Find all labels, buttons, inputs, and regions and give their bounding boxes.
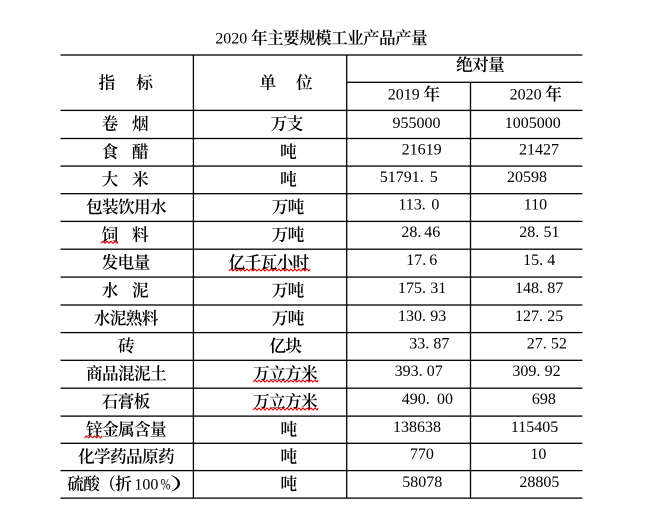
svg-text:0: 0: [431, 197, 439, 214]
svg-text:1005000: 1005000: [505, 115, 561, 132]
svg-text:127.: 127.: [515, 308, 543, 325]
svg-text:87: 87: [433, 335, 449, 352]
svg-text:51791.: 51791.: [380, 169, 424, 186]
svg-text:28.: 28.: [401, 224, 421, 241]
svg-text:2020: 2020: [510, 87, 542, 104]
svg-text:175.: 175.: [398, 280, 426, 297]
svg-text:6: 6: [429, 252, 437, 269]
svg-text:130.: 130.: [398, 308, 426, 325]
svg-text:58078: 58078: [402, 474, 442, 491]
svg-text:5: 5: [430, 169, 438, 186]
svg-text:115405: 115405: [511, 419, 558, 436]
svg-text:46: 46: [424, 224, 440, 241]
svg-text:100: 100: [134, 476, 158, 493]
svg-text:28.: 28.: [519, 224, 539, 241]
svg-text:17.: 17.: [406, 252, 426, 269]
svg-text:00: 00: [437, 391, 453, 408]
svg-text:698: 698: [532, 391, 556, 408]
svg-text:20598: 20598: [507, 169, 547, 186]
svg-text:2019: 2019: [388, 87, 420, 104]
svg-text:92: 92: [545, 363, 561, 380]
svg-text:25: 25: [547, 308, 563, 325]
svg-text:148.: 148.: [515, 280, 543, 297]
svg-text:15.: 15.: [523, 252, 543, 269]
svg-text:87: 87: [547, 280, 563, 297]
svg-text:955000: 955000: [393, 115, 441, 132]
svg-text:%: %: [161, 477, 171, 494]
svg-text:27.: 27.: [527, 335, 547, 352]
svg-text:770: 770: [410, 446, 434, 463]
svg-text:10: 10: [530, 446, 546, 463]
svg-text:07: 07: [427, 363, 443, 380]
svg-text:490.: 490.: [402, 391, 430, 408]
svg-text:52: 52: [551, 335, 567, 352]
svg-text:28805: 28805: [519, 474, 559, 491]
svg-text:138638: 138638: [393, 419, 441, 436]
svg-text:33.: 33.: [409, 335, 429, 352]
svg-text:2020: 2020: [215, 31, 247, 48]
svg-text:21619: 21619: [402, 141, 442, 158]
svg-text:309.: 309.: [512, 363, 540, 380]
svg-text:110: 110: [524, 197, 547, 214]
svg-text:393.: 393.: [395, 363, 423, 380]
svg-text:21427: 21427: [519, 141, 559, 158]
svg-text:51: 51: [544, 224, 560, 241]
svg-text:93: 93: [430, 308, 446, 325]
svg-text:113.: 113.: [398, 197, 425, 214]
svg-text:31: 31: [430, 280, 446, 297]
svg-text:4: 4: [547, 252, 555, 269]
